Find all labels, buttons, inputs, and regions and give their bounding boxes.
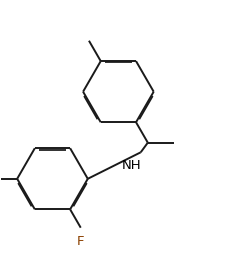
Text: F: F xyxy=(77,235,84,248)
Text: NH: NH xyxy=(121,159,141,172)
